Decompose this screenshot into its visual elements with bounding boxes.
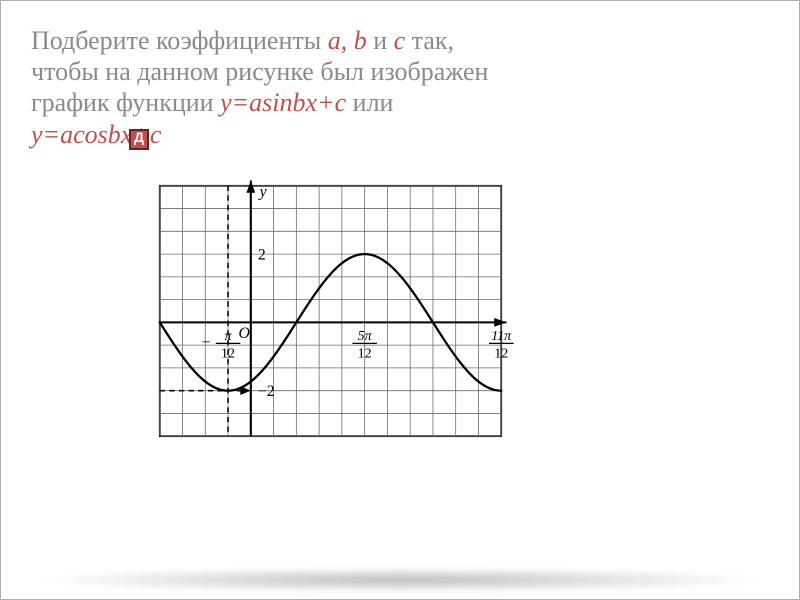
svg-text:5π: 5π [358, 329, 373, 344]
coef-c: c [394, 26, 406, 55]
callout-marker: Д [129, 129, 149, 150]
text-segment: и [373, 26, 393, 55]
svg-text:12: 12 [494, 346, 508, 361]
svg-text:12: 12 [221, 346, 235, 361]
svg-text:π: π [225, 329, 233, 344]
text-segment: Подберите коэффициенты [31, 26, 328, 55]
coef-a: a, [328, 26, 348, 55]
origin-label: O [239, 325, 250, 342]
callout-glyph: Д [131, 129, 147, 145]
slide: Подберите коэффициенты a, b и c так, что… [0, 0, 800, 600]
equation-1: y=asinbx+c [220, 88, 346, 117]
svg-text:−: − [202, 334, 211, 351]
text-segment: так, [412, 26, 454, 55]
y-tick-label: −2 [258, 383, 275, 400]
text-segment: или [353, 88, 394, 117]
svg-text:11π: 11π [491, 329, 512, 344]
text-segment: чтобы на данном рисунке был изображен [31, 57, 488, 86]
slide-shadow [31, 567, 771, 593]
text-segment: график функции [31, 88, 220, 117]
y-axis-label: y [258, 183, 267, 200]
chart-frame [160, 186, 501, 436]
coef-b: b [354, 26, 367, 55]
function-graph: Oy 2 −2 −π 12 5π 12 11π 12 [151, 151, 531, 471]
svg-text:12: 12 [358, 346, 372, 361]
y-tick-label: 2 [258, 246, 266, 263]
chart-svg: Oy 2 −2 −π 12 5π 12 11π 12 [151, 151, 531, 471]
